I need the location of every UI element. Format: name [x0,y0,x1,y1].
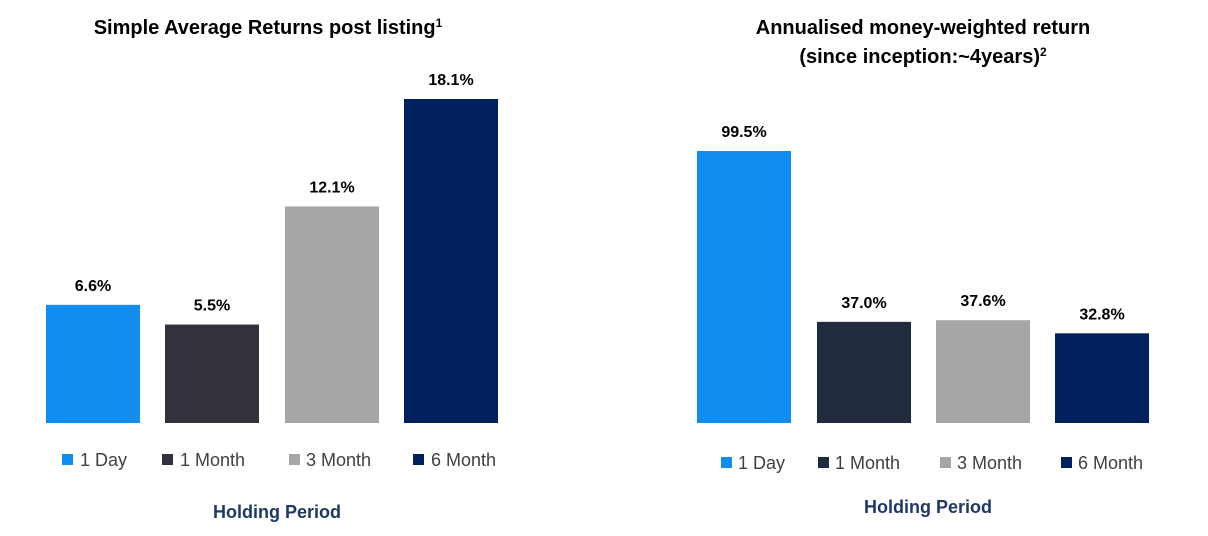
data-label: 12.1% [309,179,354,196]
data-label: 37.0% [841,295,886,312]
chart-title: Annualised money-weighted return [756,17,1090,39]
legend-swatch [721,457,732,468]
legend-label: 1 Month [180,450,245,470]
bar [1055,333,1149,423]
chart-title: Simple Average Returns post listing1 [94,16,443,39]
bar [404,99,498,423]
legend-swatch [940,457,951,468]
legend-swatch [62,454,73,465]
bar [697,151,791,423]
data-label: 37.6% [960,293,1005,310]
title-superscript: 2 [1040,45,1047,59]
legend-swatch [1061,457,1072,468]
data-label: 5.5% [194,298,230,315]
legend-label: 1 Day [738,453,785,473]
bar [165,324,259,423]
chart-title-line2: (since inception:~4years)2 [799,45,1047,68]
legend-label: 6 Month [1078,453,1143,473]
data-label: 99.5% [721,124,766,141]
bar [817,321,911,423]
legend-label: 1 Day [80,450,127,470]
bar [46,304,140,423]
data-label: 6.6% [75,278,111,295]
legend-label: 6 Month [431,450,496,470]
legend-label: 3 Month [957,453,1022,473]
legend-swatch [289,454,300,465]
title-superscript: 1 [436,16,443,30]
legend-label: 3 Month [306,450,371,470]
bar [285,206,379,423]
legend-label: 1 Month [835,453,900,473]
x-axis-label: Holding Period [213,502,341,522]
x-axis-label: Holding Period [864,497,992,517]
legend-swatch [818,457,829,468]
data-label: 32.8% [1079,306,1124,323]
legend-swatch [413,454,424,465]
legend-swatch [162,454,173,465]
data-label: 18.1% [428,72,473,89]
bar [936,320,1030,423]
